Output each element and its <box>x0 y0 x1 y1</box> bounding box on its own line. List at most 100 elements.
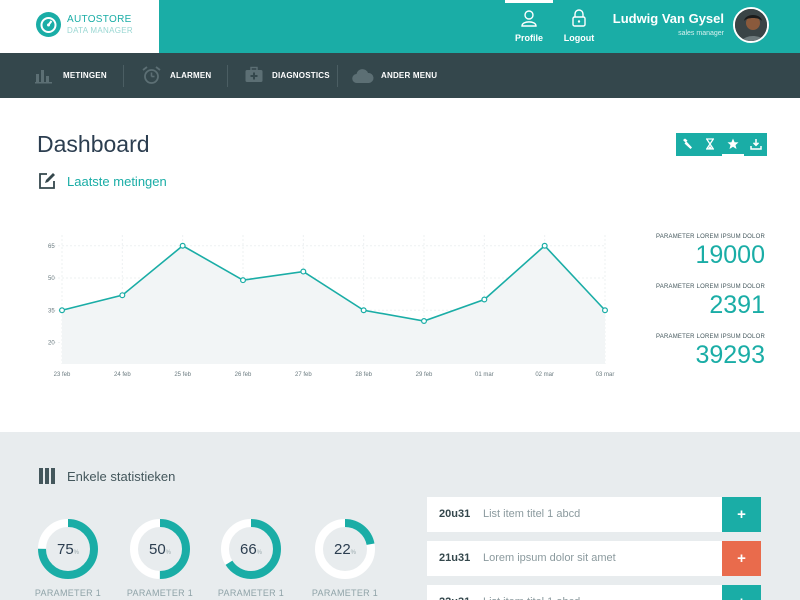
donut-value: 75% <box>37 541 99 558</box>
main-navigation: METINGEN ALARMEN DIAGNOSTICS ANDER MENU <box>0 53 800 98</box>
data-point <box>601 307 608 314</box>
edit-icon <box>39 173 55 189</box>
series-line <box>61 244 606 322</box>
data-point <box>300 268 307 275</box>
wrench-button[interactable] <box>676 133 698 156</box>
x-tick-label: 25 feb <box>174 372 191 378</box>
star-button[interactable] <box>722 133 744 156</box>
donut-unit: % <box>256 550 263 556</box>
donut-number: 22 <box>333 541 351 558</box>
nav-logout[interactable]: Logout <box>555 0 603 53</box>
y-tick-label: 20 <box>48 341 55 347</box>
stat-block: PARAMETER LOREM IPSUM DOLOR 19000 <box>640 234 765 270</box>
donut-label: PARAMETER 1 <box>34 588 102 598</box>
donut-unit: % <box>350 550 357 556</box>
download-button[interactable] <box>745 133 767 156</box>
list-item[interactable]: 21u31 Lorem ipsum dolor sit amet + <box>427 541 761 576</box>
wrench-icon <box>683 138 692 149</box>
nav-profile-label: Profile <box>514 33 543 43</box>
nav-logout-label: Logout <box>563 33 595 43</box>
add-button[interactable]: + <box>722 541 761 576</box>
statistics-title: Enkele statistieken <box>67 469 176 484</box>
list-item-title: List item titel 1 abcd <box>483 596 580 600</box>
x-tick-label: 02 mar <box>535 372 554 378</box>
mainnav-item-alarmen[interactable]: ALARMEN <box>142 53 222 98</box>
stat-label: PARAMETER LOREM IPSUM DOLOR <box>656 284 765 290</box>
data-point <box>421 317 428 324</box>
lock-icon <box>572 9 586 27</box>
stat-value: 39293 <box>695 341 765 369</box>
donut-chart <box>315 519 375 579</box>
add-button[interactable]: + <box>722 585 761 600</box>
donut-value: 22% <box>314 541 376 558</box>
avatar[interactable] <box>733 7 769 43</box>
nav-profile[interactable]: Profile <box>505 0 553 53</box>
data-point <box>59 307 66 314</box>
donut-chart <box>221 519 281 579</box>
donut-unit: % <box>165 550 172 556</box>
mainnav-item-diagnostics[interactable]: DIAGNOSTICS <box>245 53 335 98</box>
mainnav-label: ALARMEN <box>170 71 212 80</box>
speedometer-icon <box>36 12 61 37</box>
user-icon <box>521 10 537 27</box>
stat-label: PARAMETER LOREM IPSUM DOLOR <box>656 334 765 340</box>
donut-label: PARAMETER 1 <box>217 588 285 598</box>
brand-name: AUTOSTORE <box>67 14 132 25</box>
stat-value: 19000 <box>695 241 765 269</box>
add-button[interactable]: + <box>722 497 761 532</box>
list-item-time: 21u31 <box>439 552 471 564</box>
list-item-time: 22u31 <box>439 596 470 600</box>
list-item-time: 20u31 <box>439 508 471 520</box>
brand[interactable]: AUTOSTORE DATA MANAGER <box>0 0 159 53</box>
list-item-title: Lorem ipsum dolor sit amet <box>483 552 616 564</box>
top-header: AUTOSTORE DATA MANAGER Profile Logout Lu… <box>0 0 800 53</box>
donut-label: PARAMETER 1 <box>126 588 194 598</box>
stat-block: PARAMETER LOREM IPSUM DOLOR 39293 <box>640 334 765 370</box>
donut-number: 75 <box>56 541 74 558</box>
divider <box>123 65 124 87</box>
mainnav-label: DIAGNOSTICS <box>272 71 330 80</box>
donut-unit: % <box>73 550 80 556</box>
list-item[interactable]: 20u31 List item titel 1 abcd + <box>427 497 761 532</box>
data-point <box>240 277 247 284</box>
donut-number: 50 <box>148 541 166 558</box>
y-tick-label: 35 <box>48 308 55 314</box>
donut-fill <box>315 519 375 579</box>
cloud-icon <box>352 69 374 84</box>
star-icon <box>727 138 739 149</box>
donut-value: 66% <box>220 541 282 558</box>
hourglass-icon <box>706 138 714 150</box>
x-tick-label: 26 feb <box>235 372 252 378</box>
alarm-clock-icon <box>142 66 161 84</box>
mainnav-label: ANDER MENU <box>381 71 438 80</box>
bar-chart-icon <box>35 70 52 84</box>
donut-chart <box>130 519 190 579</box>
download-icon <box>750 139 762 150</box>
brand-subtitle: DATA MANAGER <box>67 26 133 35</box>
medical-kit-icon <box>245 66 263 82</box>
donut-value: 50% <box>129 541 191 558</box>
user-role: sales manager <box>678 30 724 37</box>
donut-fill <box>130 519 190 579</box>
divider <box>337 65 338 87</box>
stat-block: PARAMETER LOREM IPSUM DOLOR 2391 <box>640 284 765 320</box>
list-item[interactable]: 22u31 List item titel 1 abcd + <box>427 585 761 600</box>
donut-fill <box>38 519 98 579</box>
x-tick-label: 24 feb <box>114 372 131 378</box>
donut-number: 66 <box>239 541 257 558</box>
user-name: Ludwig Van Gysel <box>612 11 724 26</box>
x-tick-label: 03 mar <box>596 372 615 378</box>
x-tick-label: 28 feb <box>355 372 372 378</box>
donut-fill <box>221 519 281 579</box>
mainnav-item-ander-menu[interactable]: ANDER MENU <box>352 53 442 98</box>
measurements-chart: 20 35 50 65 23 feb 24 feb 25 feb 26 feb 27 feb 28… <box>48 235 615 378</box>
donut-chart <box>38 519 98 579</box>
hourglass-button[interactable] <box>699 133 721 156</box>
mainnav-label: METINGEN <box>63 71 107 80</box>
section-title: Laatste metingen <box>67 174 167 189</box>
mainnav-item-metingen[interactable]: METINGEN <box>35 53 115 98</box>
x-tick-label: 01 mar <box>475 372 494 378</box>
y-tick-label: 65 <box>48 244 55 250</box>
data-point <box>541 242 548 249</box>
series-area <box>62 245 605 364</box>
